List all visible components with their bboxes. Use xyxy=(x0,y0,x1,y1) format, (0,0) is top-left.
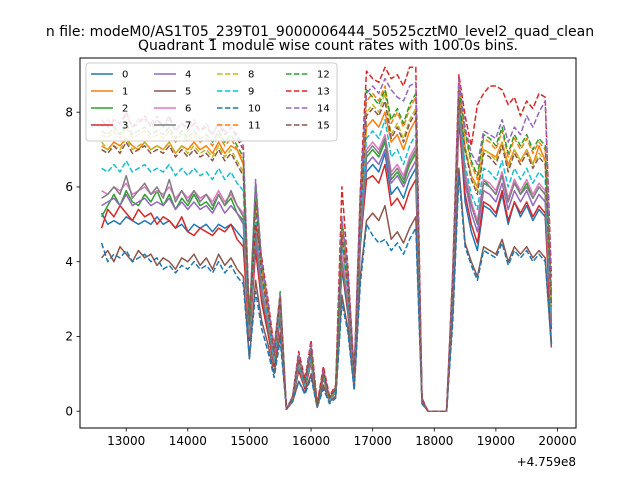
y-tick-label: 0 xyxy=(65,404,73,418)
legend-label-7: 7 xyxy=(185,121,191,132)
legend-label-1: 1 xyxy=(122,87,128,98)
legend-label-4: 4 xyxy=(185,70,191,81)
y-tick-label: 8 xyxy=(65,105,73,119)
x-tick-label: 14000 xyxy=(169,434,207,448)
series-line-9 xyxy=(101,100,553,412)
x-tick-label: 19000 xyxy=(477,434,515,448)
legend-label-8: 8 xyxy=(248,70,254,81)
x-tick-label: 20000 xyxy=(538,434,576,448)
x-tick-label: 16000 xyxy=(292,434,330,448)
x-tick-label: 15000 xyxy=(230,434,268,448)
legend-label-14: 14 xyxy=(317,104,330,115)
legend-label-10: 10 xyxy=(248,104,261,115)
legend-label-5: 5 xyxy=(185,87,191,98)
y-tick-label: 6 xyxy=(65,180,73,194)
x-axis: 13000 14000 15000 16000 17000 18000 19000 20000 xyxy=(107,428,577,448)
series-line-0 xyxy=(100,115,553,412)
x-tick-label: 13000 xyxy=(107,434,145,448)
legend-label-2: 2 xyxy=(122,104,128,115)
legend-label-3: 3 xyxy=(122,121,128,132)
series-line-7 xyxy=(101,100,553,412)
y-axis: 0 2 4 6 8 xyxy=(65,105,80,418)
x-tick-label: 18000 xyxy=(415,434,453,448)
chart-title: Quadrant 1 module wise count rates with … xyxy=(138,38,518,54)
series-line-3 xyxy=(100,118,553,412)
legend-label-9: 9 xyxy=(248,87,254,98)
series-line-5 xyxy=(101,167,553,412)
x-offset-text: +4.759e8 xyxy=(517,455,576,469)
legend-label-12: 12 xyxy=(317,70,330,81)
y-tick-label: 2 xyxy=(65,330,73,344)
y-tick-label: 4 xyxy=(65,255,73,269)
legend-label-6: 6 xyxy=(185,104,191,115)
legend-label-13: 13 xyxy=(317,87,330,98)
legend-box xyxy=(85,62,338,142)
series-line-10 xyxy=(100,174,553,412)
series-line-15 xyxy=(101,96,553,412)
legend-label-0: 0 xyxy=(122,70,128,81)
legend-label-15: 15 xyxy=(317,121,330,132)
figure-suptitle: n file: modeM0/AS1T05_239T01_9000006444_… xyxy=(46,24,594,40)
axes-frame xyxy=(79,57,577,429)
legend-label-11: 11 xyxy=(248,121,261,132)
x-tick-label: 17000 xyxy=(354,434,392,448)
